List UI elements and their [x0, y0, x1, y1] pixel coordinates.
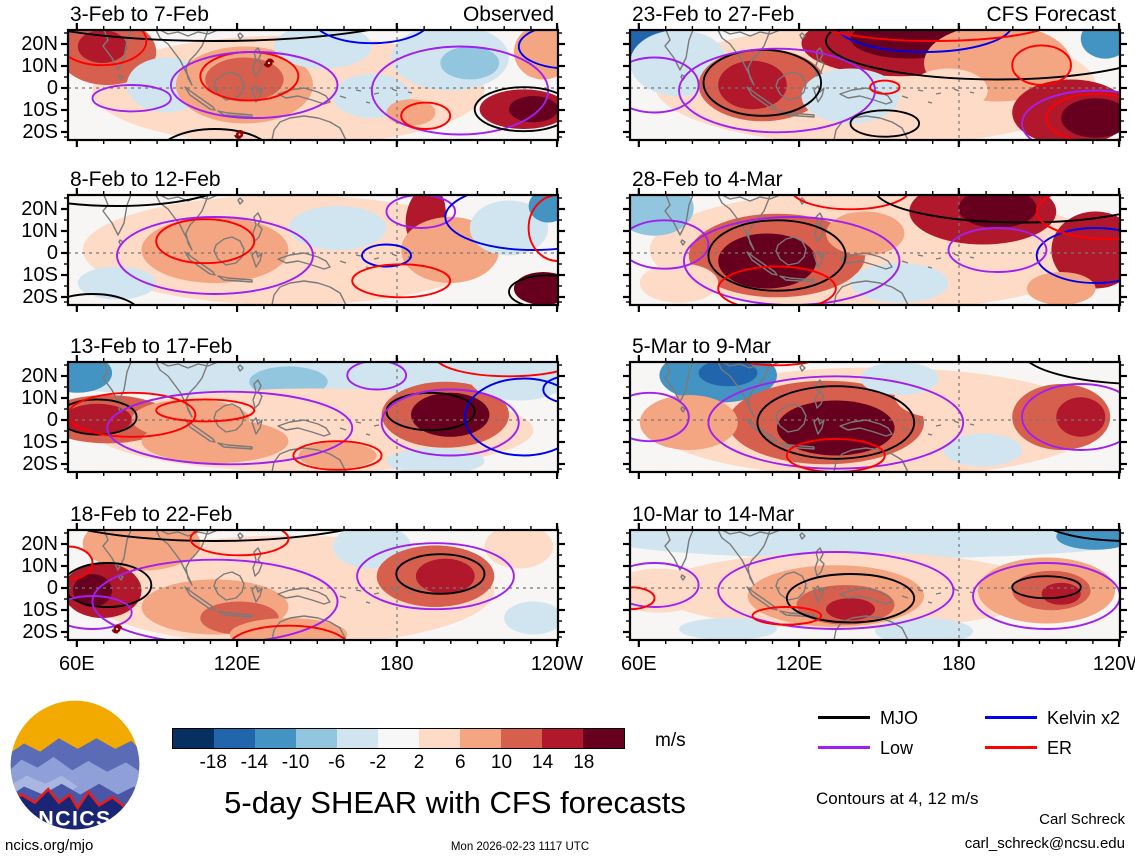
legend-swatch-er: [985, 746, 1037, 749]
legend-swatch-low: [818, 746, 870, 749]
colorbar-tick-label: 10: [490, 752, 513, 773]
colorbar-tick-label: 6: [454, 752, 466, 773]
colorbar-cell: [214, 729, 255, 748]
legend-label: Kelvin x2: [1047, 708, 1121, 728]
timestamp: Mon 2026-02-23 1117 UTC: [450, 841, 590, 853]
map-plot: [623, 23, 1127, 147]
colorbar-cell: [337, 729, 378, 748]
panel-title: 28-Feb to 4-Mar: [632, 168, 783, 191]
y-axis-label: 10N: [21, 387, 58, 409]
colorbar-cell: [378, 729, 419, 748]
colorbar-tick-label: -10: [281, 752, 310, 773]
colorbar-cell: [255, 729, 296, 748]
panel-title: 5-Mar to 9-Mar: [632, 335, 771, 358]
map-plot: [623, 523, 1127, 647]
colorbar-tick-label: -18: [199, 752, 227, 773]
y-axis-label: 20N: [21, 33, 58, 55]
colorbar-cell: [583, 729, 624, 748]
y-axis-label: 20S: [22, 121, 58, 143]
legend-label: MJO: [880, 708, 918, 728]
y-axis-label: 0: [46, 577, 58, 599]
x-axis-label: 120W: [530, 653, 584, 675]
y-axis-label: 10S: [22, 599, 58, 621]
y-axis-label: 0: [46, 77, 58, 99]
colorbar-unit: m/s: [655, 730, 686, 751]
cyclone-icon: [111, 624, 123, 634]
y-axis-label: 20S: [22, 286, 58, 308]
y-axis-label: 10S: [22, 431, 58, 453]
panel-title: 10-Mar to 14-Mar: [632, 503, 795, 526]
site-url: ncics.org/mjo: [5, 837, 94, 854]
y-axis-label: 20S: [22, 453, 58, 475]
colorbar-cell: [460, 729, 501, 748]
map-plot: [623, 355, 1127, 479]
panel-title: 13-Feb to 17-Feb: [70, 335, 233, 358]
y-axis-label: 20N: [21, 198, 58, 220]
map-plot: [623, 188, 1127, 312]
y-axis-label: 20N: [21, 365, 58, 387]
y-axis-label: 10S: [22, 264, 58, 286]
ncics-logo: NCICS: [10, 700, 140, 830]
colorbar-tick-label: 2: [413, 752, 425, 773]
panel-title: 18-Feb to 22-Feb: [70, 503, 233, 526]
x-axis-label: 60E: [59, 653, 95, 675]
y-axis-label: 0: [46, 409, 58, 431]
figure-title: 5-day SHEAR with CFS forecasts: [224, 785, 686, 820]
contour-note: Contours at 4, 12 m/s: [816, 789, 979, 808]
y-axis-label: 10N: [21, 220, 58, 242]
colorbar-tick-label: 18: [573, 752, 595, 773]
panel-corner-label: Observed: [462, 3, 554, 26]
x-axis-label: 60E: [621, 653, 657, 675]
legend-swatch-kelvin-x2: [985, 716, 1037, 719]
map-plot: [61, 188, 565, 312]
map-plot: [61, 355, 565, 479]
author-credit: Carl Schreck: [1039, 811, 1125, 828]
panel-title: 3-Feb to 7-Feb: [70, 3, 209, 26]
colorbar: [172, 728, 625, 749]
colorbar-cell: [542, 729, 583, 748]
panel-title: 23-Feb to 27-Feb: [632, 3, 795, 26]
x-axis-label: 180: [380, 653, 414, 675]
colorbar-tick-label: -14: [240, 752, 269, 773]
colorbar-tick-label: 14: [532, 752, 554, 773]
x-axis-label: 180: [942, 653, 976, 675]
panel-title: 8-Feb to 12-Feb: [70, 168, 221, 191]
map-plot: [61, 23, 565, 147]
y-axis-label: 10N: [21, 55, 58, 77]
y-axis-label: 10S: [22, 99, 58, 121]
x-axis-label: 120E: [213, 653, 261, 675]
ncics-logo-text: NCICS: [38, 806, 111, 830]
ncics-logo-art: NCICS: [10, 700, 140, 830]
map-plot: [61, 523, 565, 647]
legend-label: ER: [1047, 738, 1073, 758]
x-axis-label: 120W: [1092, 653, 1135, 675]
colorbar-cell: [501, 729, 542, 748]
y-axis-label: 10N: [21, 555, 58, 577]
legend-label: Low: [880, 738, 914, 758]
x-axis-label: 120E: [775, 653, 823, 675]
colorbar-cell: [173, 729, 214, 748]
legend-swatch-mjo: [818, 716, 870, 719]
cyclone-icon: [234, 130, 245, 139]
author-email: carl_schreck@ncsu.edu: [964, 835, 1125, 852]
colorbar-cell: [419, 729, 460, 748]
colorbar-tick-label: -6: [328, 752, 346, 773]
y-axis-label: 20N: [21, 533, 58, 555]
panel-corner-label: CFS Forecast: [986, 3, 1116, 26]
colorbar-tick-label: -2: [369, 752, 387, 773]
y-axis-label: 0: [46, 242, 58, 264]
colorbar-cell: [296, 729, 337, 748]
y-axis-label: 20S: [22, 621, 58, 643]
cyclone-icon: [263, 58, 275, 68]
